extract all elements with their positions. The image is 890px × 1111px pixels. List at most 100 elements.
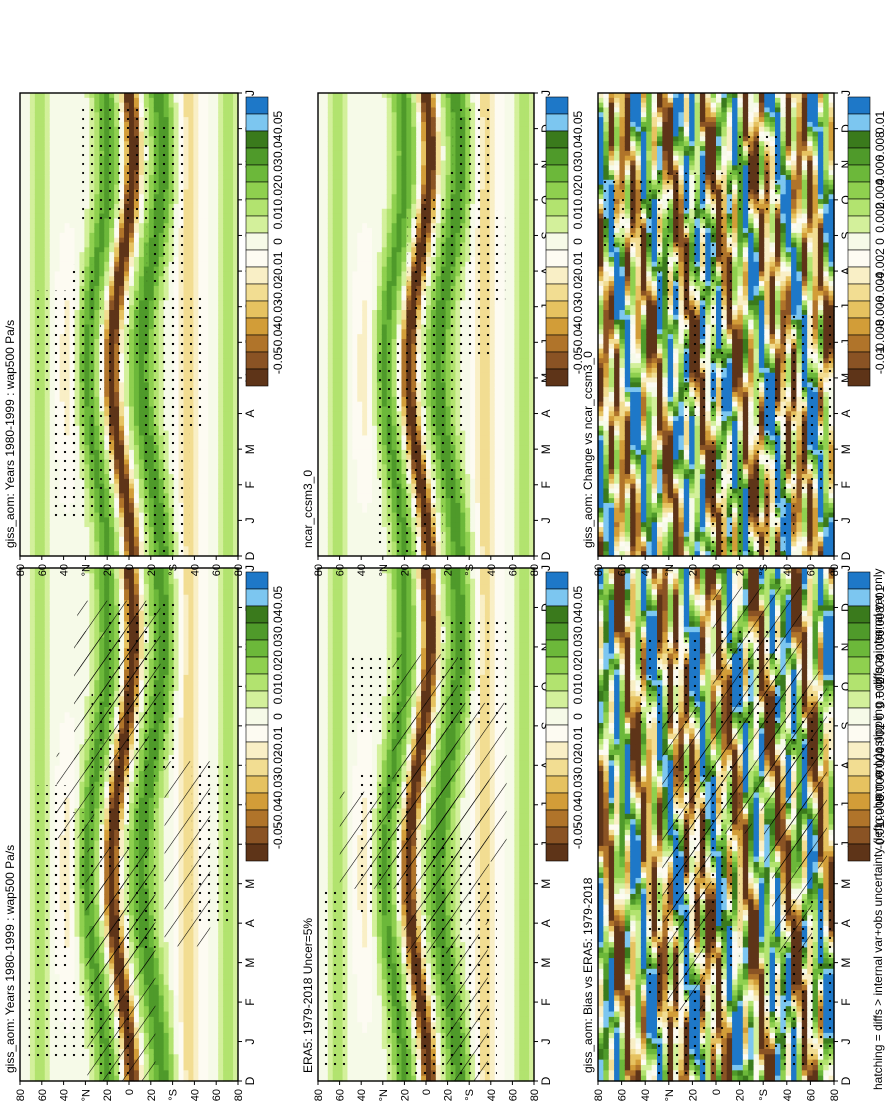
heatmap-cell xyxy=(213,942,219,948)
heatmap-cell xyxy=(213,739,219,745)
heatmap-cell xyxy=(139,584,145,590)
heatmap-cell xyxy=(65,627,71,633)
heatmap-cell xyxy=(179,654,185,660)
heatmap-cell xyxy=(218,712,224,718)
heatmap-cell xyxy=(159,921,165,927)
heatmap-cell xyxy=(203,953,209,959)
heatmap-cell xyxy=(35,648,41,654)
heatmap-cell xyxy=(213,744,219,750)
heatmap-cell xyxy=(208,718,214,724)
heatmap-cell xyxy=(213,985,219,991)
heatmap-cell xyxy=(40,760,46,766)
x-tick-label: M xyxy=(243,879,257,889)
heatmap-cell xyxy=(223,686,229,692)
heatmap-cell xyxy=(193,953,199,959)
heatmap-cell xyxy=(169,589,175,595)
heatmap-cell xyxy=(79,963,85,969)
heatmap-cell xyxy=(228,969,234,975)
heatmap-cell xyxy=(343,723,349,729)
heatmap-cell xyxy=(25,937,31,943)
heatmap-cell xyxy=(20,926,26,932)
heatmap-cell xyxy=(343,670,349,676)
heatmap-cell xyxy=(193,616,199,622)
heatmap-cell xyxy=(333,627,339,633)
heatmap-cell xyxy=(328,1070,334,1076)
heatmap-cell xyxy=(193,1012,199,1018)
heatmap-cell xyxy=(30,584,36,590)
heatmap-cell xyxy=(338,643,344,649)
heatmap-cell xyxy=(188,739,194,745)
heatmap-cell xyxy=(228,979,234,985)
heatmap-cell xyxy=(30,739,36,745)
heatmap-cell xyxy=(208,605,214,611)
heatmap-cell xyxy=(193,1060,199,1066)
heatmap-cell xyxy=(30,686,36,692)
heatmap-cell xyxy=(218,996,224,1002)
heatmap-cell xyxy=(159,862,165,868)
heatmap-cell xyxy=(223,718,229,724)
heatmap-cell xyxy=(50,739,56,745)
colorbar-swatch xyxy=(246,691,268,708)
heatmap-cell xyxy=(55,654,61,660)
heatmap-cell xyxy=(174,958,180,964)
heatmap-cell xyxy=(179,1070,185,1076)
heatmap-cell xyxy=(333,750,339,756)
heatmap-cell xyxy=(328,659,334,665)
heatmap-cell xyxy=(75,589,81,595)
heatmap-cell xyxy=(109,584,115,590)
heatmap-cell xyxy=(228,670,234,676)
heatmap-cell xyxy=(213,1044,219,1050)
heatmap-cell xyxy=(218,648,224,654)
heatmap-cell xyxy=(328,734,334,740)
heatmap-cell xyxy=(40,691,46,697)
heatmap-cell xyxy=(60,696,66,702)
heatmap-cell xyxy=(184,595,190,601)
heatmap-cell xyxy=(75,1070,81,1076)
heatmap-cell xyxy=(45,718,51,724)
colorbar-swatch xyxy=(246,657,268,674)
heatmap-cell xyxy=(144,579,150,585)
heatmap-cell xyxy=(338,750,344,756)
heatmap-cell xyxy=(30,755,36,761)
heatmap-cell xyxy=(208,985,214,991)
heatmap-cell xyxy=(318,728,324,734)
heatmap-cell xyxy=(208,579,214,585)
heatmap-cell xyxy=(25,851,31,857)
heatmap-cell xyxy=(333,718,339,724)
heatmap-cell xyxy=(159,905,165,911)
heatmap-cell xyxy=(65,675,71,681)
heatmap-cell xyxy=(25,686,31,692)
heatmap-cell xyxy=(35,691,41,697)
heatmap-cell xyxy=(25,905,31,911)
heatmap-cell xyxy=(169,990,175,996)
heatmap-cell xyxy=(338,755,344,761)
heatmap-cell xyxy=(184,664,190,670)
heatmap-cell xyxy=(114,589,120,595)
heatmap-cell xyxy=(318,808,324,814)
heatmap-cell xyxy=(318,664,324,670)
heatmap-cell xyxy=(228,974,234,980)
heatmap-cell xyxy=(328,846,334,852)
colorbar-label: -0.02 xyxy=(271,750,285,778)
heatmap-cell xyxy=(198,1065,204,1071)
heatmap-cell xyxy=(223,702,229,708)
heatmap-cell xyxy=(25,723,31,729)
heatmap-cell xyxy=(198,1001,204,1007)
heatmap-cell xyxy=(208,691,214,697)
heatmap-cell xyxy=(99,584,105,590)
heatmap-cell xyxy=(109,579,115,585)
heatmap-cell xyxy=(184,702,190,708)
heatmap-cell xyxy=(203,1017,209,1023)
heatmap-cell xyxy=(75,969,81,975)
heatmap-cell xyxy=(45,616,51,622)
heatmap-cell xyxy=(169,985,175,991)
heatmap-cell xyxy=(188,1012,194,1018)
heatmap-cell xyxy=(184,616,190,622)
heatmap-cell xyxy=(60,744,66,750)
heatmap-cell xyxy=(318,841,324,847)
heatmap-cell xyxy=(208,728,214,734)
heatmap-cell xyxy=(223,750,229,756)
heatmap-cell xyxy=(60,584,66,590)
heatmap-cell xyxy=(35,579,41,585)
heatmap-cell xyxy=(193,1044,199,1050)
